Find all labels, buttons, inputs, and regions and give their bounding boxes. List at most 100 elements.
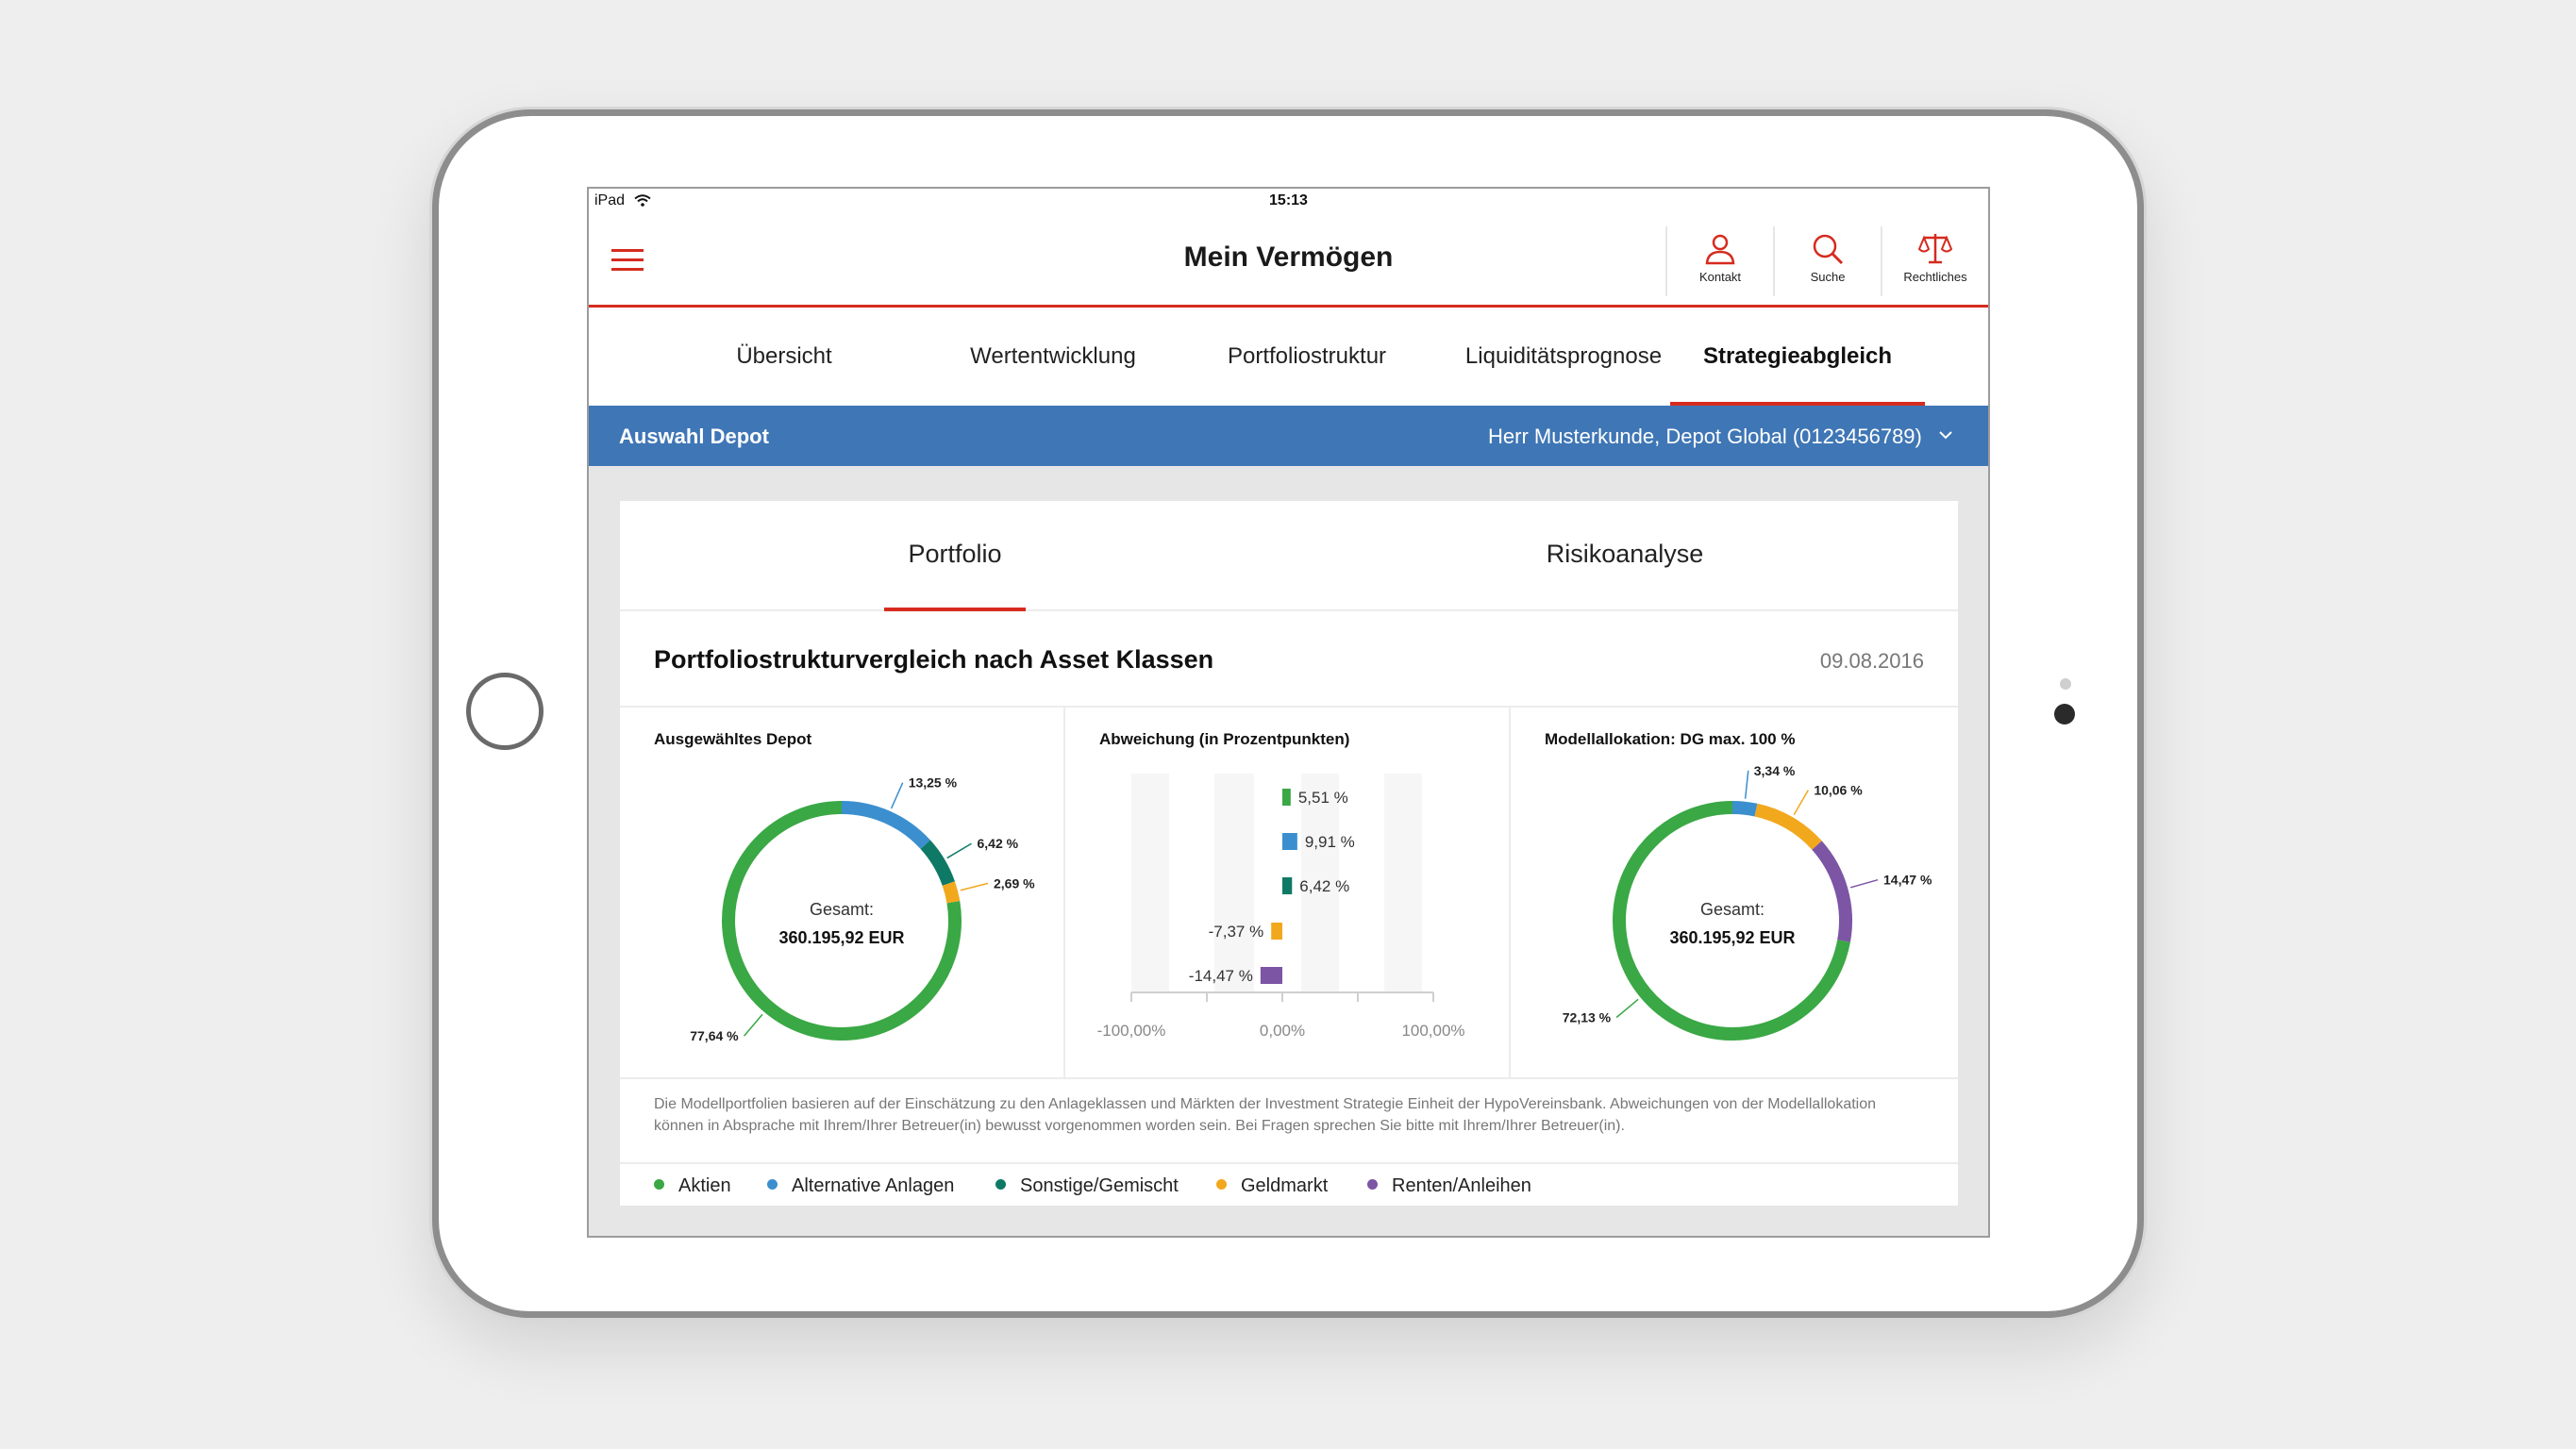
section-header: Portfoliostrukturvergleich nach Asset Kl… [620, 611, 1958, 708]
tab-liquiditaetsprognose[interactable]: Liquiditätsprognose [1464, 343, 1663, 369]
grid-band [1131, 774, 1169, 992]
legend-dot [654, 1179, 664, 1190]
legend-item: Aktien [654, 1175, 731, 1197]
status-time: 15:13 [1269, 192, 1308, 208]
legend-dot [995, 1179, 1006, 1190]
tab-portfoliostruktur[interactable]: Portfoliostruktur [1227, 343, 1387, 369]
app-header: Mein Vermögen Kontakt Suche [589, 215, 1988, 308]
subtab-risikoanalyse[interactable]: Risikoanalyse [1546, 540, 1704, 568]
deviation-bar-chart: -100,00% 0,00% 100,00% 5,51 % 9,91 % 6,42 % -7… [1097, 774, 1465, 1040]
x-tick-label: 0,00% [1260, 1022, 1305, 1040]
slice-label: 14,47 % [1883, 873, 1932, 888]
legal-label: Rechtliches [1903, 270, 1967, 284]
grid-band [1214, 774, 1254, 992]
donut-slice [722, 801, 962, 1041]
model-panel: Modellallokation: DG max. 100 % 3,34 % 10… [1509, 708, 1960, 1077]
donut-total-label: Gesamt: [1700, 900, 1765, 919]
slice-leader [744, 1013, 763, 1037]
depot-label: Auswahl Depot [619, 425, 769, 448]
subtab-portfolio[interactable]: Portfolio [884, 501, 1026, 611]
status-bar: iPad 15:13 [589, 189, 1988, 215]
donut-slice [1754, 803, 1822, 850]
search-icon [1813, 234, 1844, 265]
main-tabs: Übersicht Wertentwicklung Portfoliostruk… [589, 308, 1988, 406]
depot-panel: Ausgewähltes Depot 13,25 % 6,42 % 2,69 % 77… [620, 708, 1063, 1077]
x-tick-label: -100,00% [1097, 1022, 1166, 1040]
donut-slice [942, 881, 961, 904]
slice-leader [946, 842, 972, 859]
deviation-bar [1282, 789, 1291, 806]
donut-total-value: 360.195,92 EUR [1669, 928, 1795, 947]
bar-value-label: -7,37 % [1209, 923, 1264, 941]
search-label: Suche [1810, 270, 1846, 284]
sub-tabs: Portfolio Risikoanalyse [620, 501, 1958, 611]
deviation-panel: Abweichung (in Prozentpunkten) -100,00% 0… [1063, 708, 1511, 1077]
depot-bar: Auswahl Depot Herr Musterkunde, Depot Gl… [589, 406, 1988, 466]
chevron-down-icon [1939, 431, 1952, 440]
legend-item: Renten/Anleihen [1367, 1175, 1531, 1197]
depot-donut-chart: 13,25 % 6,42 % 2,69 % 77,64 % Gesamt: 360.195… [690, 775, 1035, 1043]
legend-item: Alternative Anlagen [767, 1175, 954, 1197]
legend-label: Aktien [678, 1175, 731, 1196]
section-title: Portfoliostrukturvergleich nach Asset Kl… [654, 645, 1214, 674]
tab-wertentwicklung[interactable]: Wertentwicklung [970, 343, 1136, 369]
home-button[interactable] [466, 673, 544, 750]
grid-band [1384, 774, 1422, 992]
donut-slice [1731, 801, 1758, 817]
tab-uebersicht[interactable]: Übersicht [736, 343, 832, 369]
bar-value-label: 6,42 % [1299, 877, 1349, 895]
app-screen: iPad 15:13 Mein Vermögen Kontakt [587, 187, 1990, 1238]
slice-leader [1793, 790, 1809, 815]
legend-label: Geldmarkt [1241, 1175, 1329, 1196]
bar-value-label: 5,51 % [1298, 789, 1348, 807]
x-tick-label: 100,00% [1401, 1022, 1464, 1040]
disclaimer-note: Die Modellportfolien basieren auf der Ei… [654, 1096, 1877, 1134]
tab-strategieabgleich[interactable]: Strategieabgleich [1670, 308, 1925, 406]
slice-label: 77,64 % [690, 1028, 739, 1043]
section-date: 09.08.2016 [1819, 649, 1924, 673]
donut-total-label: Gesamt: [810, 900, 874, 919]
legend-item: Geldmarkt [1216, 1175, 1328, 1197]
slice-label: 13,25 % [909, 775, 958, 791]
slice-leader [1615, 998, 1639, 1019]
bar-value-label: 9,91 % [1305, 833, 1355, 851]
model-panel-title: Modellallokation: DG max. 100 % [1545, 730, 1796, 748]
slice-leader [1744, 770, 1749, 799]
person-icon [1705, 234, 1735, 265]
legend-label: Alternative Anlagen [792, 1175, 955, 1196]
grid-band [1301, 774, 1339, 992]
slice-label: 2,69 % [994, 875, 1035, 891]
legal-button[interactable]: Rechtliches [1881, 226, 1988, 296]
donut-slice [1613, 801, 1850, 1041]
status-device: iPad [594, 192, 652, 209]
depot-value: Herr Musterkunde, Depot Global (01234567… [1488, 425, 1922, 448]
deviation-bar [1260, 967, 1282, 984]
chart-legend: Aktien Alternative Anlagen Sonstige/Gemi… [620, 1162, 1958, 1208]
deviation-panel-title: Abweichung (in Prozentpunkten) [1099, 730, 1350, 748]
donut-slice [1812, 841, 1852, 942]
scales-icon [1917, 234, 1953, 264]
wifi-icon [634, 194, 652, 208]
legend-item: Sonstige/Gemischt [995, 1175, 1179, 1197]
model-donut-chart: 3,34 % 10,06 % 14,47 % 72,13 % Gesamt: 360.19… [1563, 763, 1932, 1041]
slice-label: 3,34 % [1754, 763, 1796, 778]
legend-label: Renten/Anleihen [1392, 1175, 1531, 1196]
legend-dot [1216, 1179, 1227, 1190]
contact-label: Kontakt [1698, 270, 1742, 284]
hamburger-menu-icon[interactable] [611, 249, 644, 272]
contact-button[interactable]: Kontakt [1665, 226, 1773, 296]
chart-panels: Ausgewähltes Depot 13,25 % 6,42 % 2,69 % 77… [620, 708, 1958, 1079]
search-button[interactable]: Suche [1773, 226, 1881, 296]
slice-label: 72,13 % [1563, 1009, 1612, 1024]
slice-leader [1849, 878, 1879, 889]
legend-dot [767, 1179, 778, 1190]
slice-leader [960, 882, 989, 891]
legend-label: Sonstige/Gemischt [1020, 1175, 1179, 1196]
donut-total-value: 360.195,92 EUR [778, 928, 904, 947]
bar-value-label: -14,47 % [1189, 967, 1253, 985]
slice-label: 6,42 % [978, 836, 1019, 851]
slice-leader [890, 782, 904, 809]
camera-dot [2054, 704, 2075, 724]
depot-select[interactable]: Herr Musterkunde, Depot Global (01234567… [1488, 425, 1952, 449]
legend-dot [1367, 1179, 1378, 1190]
